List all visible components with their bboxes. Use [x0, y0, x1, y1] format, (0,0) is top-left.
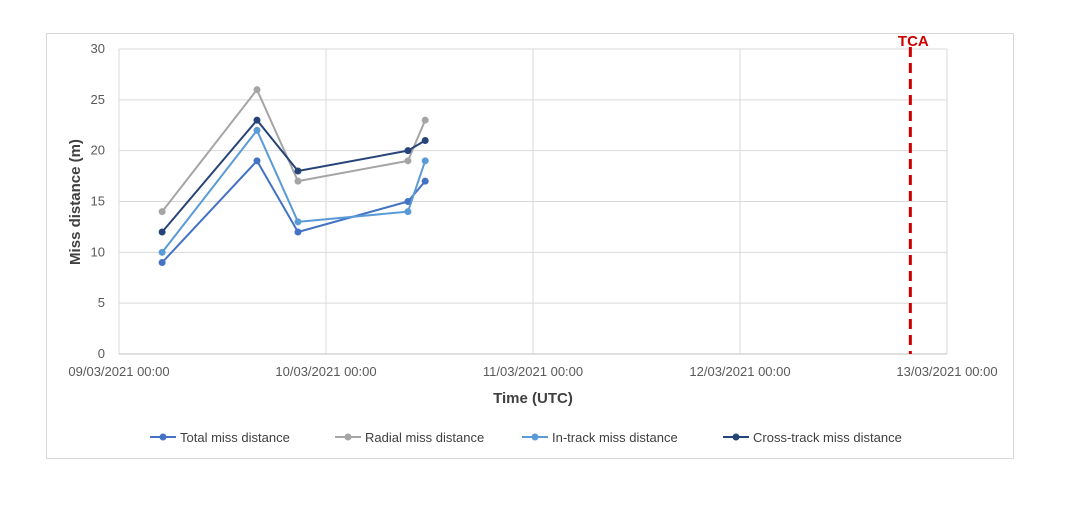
y-tick-label: 30 [91, 41, 105, 56]
series-layer [158, 86, 429, 266]
y-tick-label: 10 [91, 244, 105, 259]
legend-swatch-marker [159, 433, 167, 441]
data-point [294, 167, 302, 175]
y-tick-label: 25 [91, 92, 105, 107]
data-point [404, 198, 412, 205]
chart-frame: TCA 0 5 10 15 20 25 30 09/03/2021 00:00 10/03/20… [46, 33, 1014, 459]
legend-swatch-marker [531, 433, 539, 441]
tick-layer: 0 5 10 15 20 25 30 09/03/2021 00:00 10/03/2021 0… [68, 41, 997, 379]
legend-label: Cross-track miss distance [753, 430, 902, 445]
legend-item: In-track miss distance [522, 430, 678, 445]
x-tick-label: 12/03/2021 00:00 [689, 364, 790, 379]
legend-swatch-marker [344, 433, 352, 441]
legend-item: Radial miss distance [335, 430, 484, 445]
x-tick-label: 13/03/2021 00:00 [896, 364, 997, 379]
data-point [404, 208, 412, 216]
y-axis-title: Miss distance (m) [67, 139, 84, 265]
legend-label: Total miss distance [180, 430, 290, 445]
y-tick-label: 15 [91, 194, 105, 209]
legend-swatch-marker [732, 433, 740, 441]
x-tick-label: 10/03/2021 00:00 [275, 364, 376, 379]
legend-label: Radial miss distance [365, 430, 484, 445]
data-point [294, 228, 302, 236]
data-point [294, 218, 302, 226]
y-tick-label: 20 [91, 143, 105, 158]
data-point [158, 208, 166, 216]
data-point [158, 228, 166, 236]
x-tick-label: 11/03/2021 00:00 [483, 364, 583, 379]
data-point [404, 157, 412, 165]
y-tick-label: 0 [98, 346, 105, 361]
series-group [158, 126, 429, 256]
data-point [253, 86, 261, 94]
data-point [421, 177, 429, 185]
legend-label: In-track miss distance [552, 430, 678, 445]
legend: Total miss distance Radial miss distance I… [150, 430, 902, 445]
legend-item: Total miss distance [150, 430, 290, 445]
grid-layer [118, 48, 948, 355]
x-tick-label: 09/03/2021 00:00 [68, 364, 169, 379]
data-point [158, 259, 166, 266]
y-tick-label: 5 [98, 295, 105, 310]
x-axis-title: Time (UTC) [493, 390, 573, 407]
chart-svg: TCA 0 5 10 15 20 25 30 09/03/2021 00:00 10/03/20… [67, 34, 998, 445]
data-point [421, 116, 429, 124]
data-point [421, 137, 429, 144]
series-group [158, 116, 429, 236]
data-point [404, 147, 412, 155]
annotation-layer: TCA [898, 34, 929, 354]
series-line [161, 129, 427, 253]
data-point [253, 157, 261, 165]
data-point [253, 116, 261, 124]
tca-label: TCA [898, 34, 929, 50]
data-point [158, 248, 166, 256]
data-point [253, 126, 261, 134]
legend-item: Cross-track miss distance [723, 430, 902, 445]
data-point [421, 157, 429, 165]
data-point [294, 177, 302, 185]
series-line [161, 119, 426, 233]
